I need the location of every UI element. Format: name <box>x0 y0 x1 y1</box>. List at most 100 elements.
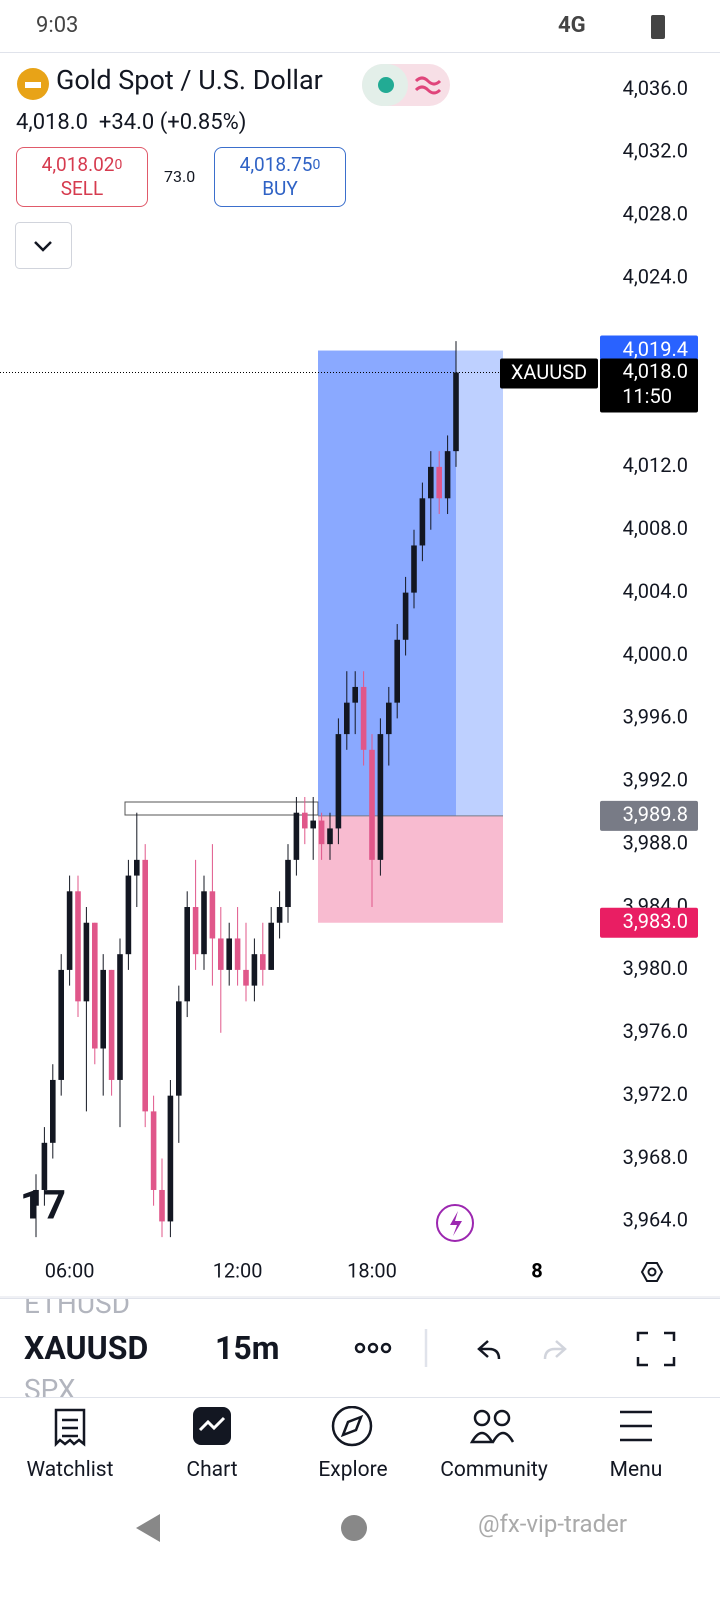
candle-body <box>428 466 434 499</box>
system-nav-icons <box>136 1514 367 1542</box>
y-tick-label: 3,988.0 <box>623 830 688 854</box>
symbol-next[interactable]: SPX <box>24 1373 76 1398</box>
candle-body <box>335 734 342 829</box>
candle-body <box>100 969 106 1049</box>
chart: 17 8 4,036.04,032.04,028.04,024.04,012.0… <box>0 76 720 1298</box>
candle-body <box>150 1111 157 1190</box>
settings-dot <box>647 1267 657 1277</box>
candle-body <box>386 702 392 735</box>
y-tick-label: 3,996.0 <box>623 705 688 729</box>
candle-body <box>108 969 115 1080</box>
y-tick-label: 4,036.0 <box>623 76 688 100</box>
interval[interactable]: 15m <box>215 1329 280 1367</box>
candle-body <box>352 686 358 703</box>
lightning-icon <box>450 1211 462 1236</box>
candle-body <box>318 820 325 845</box>
stop-label: 3,983.0 <box>623 909 688 933</box>
zone-rect <box>124 801 319 816</box>
candle-body <box>184 907 190 1002</box>
price: 4,018.0 <box>16 110 88 135</box>
candle-body <box>444 451 451 499</box>
buy-button[interactable]: 4,018.750 BUY <box>214 147 346 207</box>
sell-pip: 0 <box>114 157 123 173</box>
candle-body <box>394 639 400 703</box>
candle-body <box>201 891 207 955</box>
collapse-button[interactable] <box>15 222 73 270</box>
lightning-button[interactable] <box>436 1204 474 1242</box>
network: 4G <box>558 13 586 38</box>
candle-body <box>209 891 216 939</box>
candle-body <box>142 859 148 1112</box>
target-label: 4,019.4 <box>623 337 688 361</box>
clock: 9:03 <box>36 13 79 38</box>
buy-label: BUY <box>262 177 298 200</box>
symbol-prev[interactable]: ETHUSD <box>24 1298 131 1320</box>
nav-icons <box>54 1406 652 1448</box>
nav-chart[interactable]: Chart <box>186 1458 238 1482</box>
y-tick-label: 3,968.0 <box>623 1145 688 1169</box>
candle-body <box>302 812 308 829</box>
x-tick-label: 12:00 <box>213 1258 263 1282</box>
candle-body <box>293 812 300 860</box>
candle-body <box>58 969 64 1080</box>
buy-price: 4,018.75 <box>239 153 313 176</box>
y-tick-label: 4,024.0 <box>623 265 688 289</box>
x-tick-label: 06:00 <box>45 1258 95 1282</box>
candle-body <box>243 969 249 986</box>
candle-body <box>453 372 459 452</box>
price-line: 4,018.0 +34.0 (+0.85%) <box>16 110 246 135</box>
x-tick-label: 18:00 <box>347 1258 397 1282</box>
candle-body <box>344 702 350 735</box>
status-bar: 9:03 4G <box>0 0 720 52</box>
candle-body <box>436 466 442 499</box>
candle-body <box>83 922 90 1002</box>
sell-button[interactable]: 4,018.020 SELL <box>16 147 148 207</box>
divider <box>0 52 720 53</box>
candle-body <box>159 1189 165 1222</box>
nav-menu[interactable]: Menu <box>609 1458 663 1482</box>
sell-label: SELL <box>60 177 104 200</box>
settings-icon[interactable] <box>640 1262 664 1282</box>
candle-body <box>117 954 123 1080</box>
candle-body <box>33 1189 39 1206</box>
candle-body <box>66 891 73 970</box>
y-tick-label: 3,976.0 <box>623 1019 688 1043</box>
candle-body <box>125 875 132 955</box>
sell-price: 4,018.02 <box>41 153 115 176</box>
watermark: @fx-vip-trader <box>478 1510 627 1538</box>
y-tick-label: 3,992.0 <box>623 768 688 792</box>
nav-community[interactable]: Community <box>440 1458 548 1482</box>
symbol-tag-bg <box>500 358 598 389</box>
entry-label: 3,989.8 <box>623 802 688 826</box>
countdown: 11:50 <box>622 384 672 408</box>
candle-body <box>176 1001 182 1096</box>
y-tick-label: 3,964.0 <box>623 1208 688 1232</box>
last-price-bg <box>600 358 698 413</box>
target-label-bg <box>600 335 698 366</box>
nav-watchlist[interactable]: Watchlist <box>26 1458 114 1482</box>
stop-label-bg <box>600 907 698 938</box>
candle-body <box>75 891 81 1002</box>
status-pill <box>362 64 450 106</box>
candle-body <box>377 734 384 860</box>
target-zone-ahead <box>456 350 503 816</box>
nav-explore[interactable]: Explore <box>318 1458 388 1482</box>
y-tick-label: 4,032.0 <box>623 139 688 163</box>
candle-body <box>167 1095 174 1222</box>
candle-body <box>360 686 367 750</box>
candle-body <box>226 938 232 970</box>
symbol[interactable]: XAUUSD <box>24 1329 149 1367</box>
candle-body <box>419 498 426 546</box>
y-tick-label: 4,028.0 <box>623 202 688 226</box>
candle-body <box>234 938 241 970</box>
y-tick-label: 4,000.0 <box>623 642 688 666</box>
candle-body <box>134 859 140 876</box>
candle-body <box>276 907 283 923</box>
symbol-tag: XAUUSD <box>511 360 587 384</box>
candle-body <box>327 828 333 845</box>
entry-label-bg <box>600 800 698 831</box>
buy-pip: 0 <box>312 157 321 173</box>
toolbar: ETHUSD XAUUSD SPX 15m <box>0 1298 720 1398</box>
candle-body <box>92 922 98 1049</box>
